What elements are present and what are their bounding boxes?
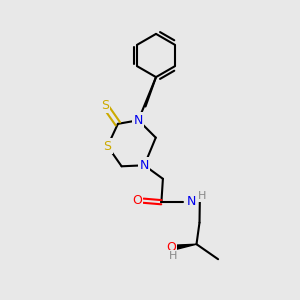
Text: N: N [134,114,143,127]
Text: H: H [169,251,177,261]
Text: N: N [187,195,196,208]
Text: O: O [132,194,142,207]
Text: S: S [103,140,112,153]
Polygon shape [176,244,196,249]
Text: O: O [166,241,175,254]
Text: H: H [197,190,206,201]
Text: S: S [101,99,109,112]
Text: N: N [140,159,149,172]
